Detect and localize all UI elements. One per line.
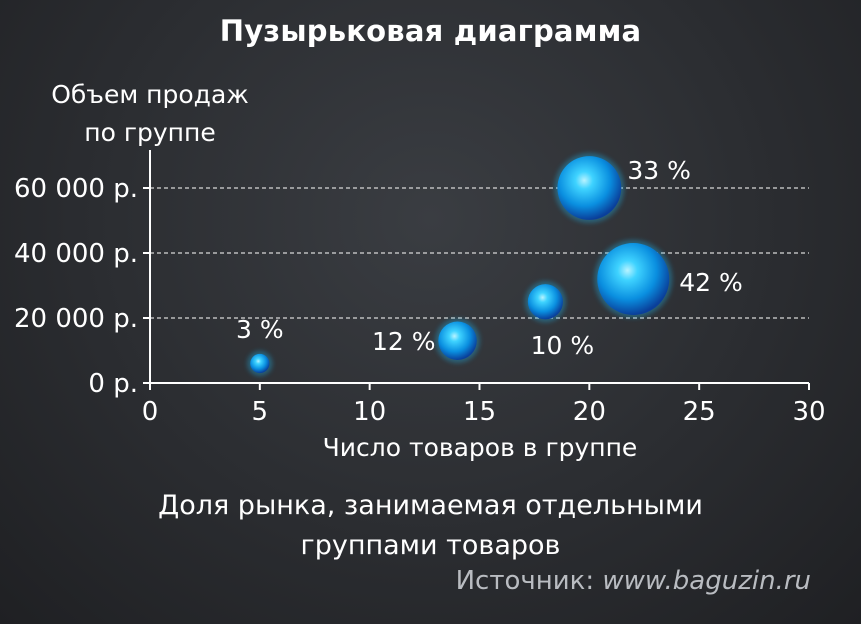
source-url: www.baguzin.ru <box>602 566 811 596</box>
y-axis-label: Объем продаж по группе <box>30 76 270 152</box>
bubble-data-label: 3 % <box>236 315 284 344</box>
y-tick-label: 60 000 р. <box>14 174 138 204</box>
bubble-data-label: 12 % <box>372 327 436 356</box>
bubble-data-label: 42 % <box>679 268 743 297</box>
y-tick-label: 40 000 р. <box>14 239 138 269</box>
chart-title: Пузырьковая диаграмма <box>219 14 642 48</box>
y-tick-label: 20 000 р. <box>14 304 138 334</box>
bubble <box>527 284 563 320</box>
x-axis-label: Число товаров в группе <box>323 433 638 462</box>
x-tick-label: 20 <box>573 397 606 427</box>
x-tick-label: 0 <box>142 397 159 427</box>
bubble <box>250 353 270 374</box>
x-tick-label: 10 <box>353 397 386 427</box>
source-credit: Источник: www.baguzin.ru <box>456 566 811 596</box>
x-tick-label: 30 <box>792 397 825 427</box>
source-prefix: Источник: <box>455 566 603 596</box>
bubble <box>557 156 622 220</box>
x-tick-label: 25 <box>683 397 716 427</box>
x-tick-label: 15 <box>463 397 496 427</box>
caption-line-2: группами товаров <box>300 530 561 561</box>
chart-caption: Доля рынка, занимаемая отдельными группа… <box>0 486 861 566</box>
caption-line-1: Доля рынка, занимаемая отдельными <box>158 490 703 521</box>
bubble <box>597 243 670 315</box>
y-tick-label: 0 р. <box>88 369 138 399</box>
bubble <box>438 321 477 360</box>
bubble-data-label: 10 % <box>531 331 595 360</box>
x-tick-label: 5 <box>252 397 269 427</box>
y-axis-label-line-1: Объем продаж <box>51 80 249 109</box>
bubble-data-label: 33 % <box>627 156 691 185</box>
y-axis-label-line-2: по группе <box>84 118 216 147</box>
